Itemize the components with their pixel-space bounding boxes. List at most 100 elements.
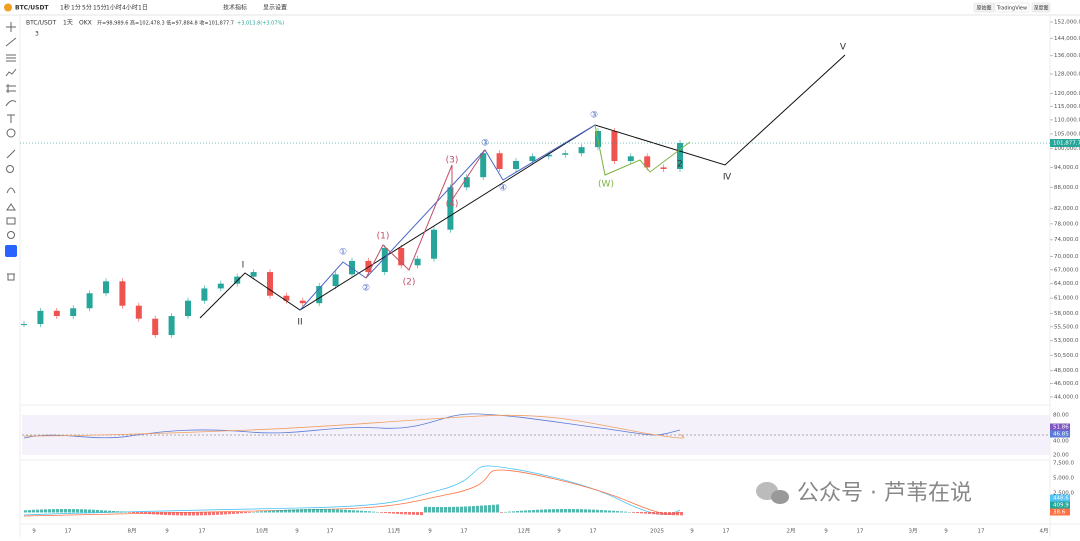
candle-body: [644, 156, 651, 168]
price-tick-label: 53,000.0: [1054, 338, 1079, 344]
time-tick-label: 3月: [909, 528, 918, 535]
view-label[interactable]: 深度图: [1033, 5, 1048, 12]
tool-cross[interactable]: [6, 22, 16, 32]
macd-bar: [572, 509, 575, 513]
price-tick-label: 136,000.0: [1054, 53, 1080, 59]
tool-pattern[interactable]: [5, 68, 17, 77]
price-tick-label: 44,000.0: [1054, 395, 1079, 401]
macd-bar: [636, 512, 639, 514]
macd-bar: [200, 512, 203, 516]
macd-bar: [644, 512, 647, 514]
macd-bar: [172, 512, 175, 516]
macd-bar: [528, 510, 531, 513]
candle-body: [578, 147, 585, 154]
candle-body: [562, 153, 569, 155]
macd-bar: [328, 509, 331, 513]
interval-button[interactable]: 1秒: [60, 4, 70, 12]
macd-bar: [84, 509, 87, 513]
tool-ruler[interactable]: [6, 149, 16, 159]
macd-bar: [436, 506, 439, 513]
candle-body: [398, 248, 405, 266]
macd-tick-label: 5,000.0: [1053, 476, 1074, 482]
macd-value-box: [1050, 494, 1070, 502]
tool-magnet[interactable]: [6, 187, 16, 194]
candle-body: [119, 281, 126, 306]
macd-bar: [604, 510, 607, 513]
view-label[interactable]: TradingView: [996, 6, 1027, 12]
macd-bar: [560, 509, 563, 513]
legend-change: +3,013.8(+3.07%): [237, 21, 284, 27]
macd-bar: [508, 511, 511, 513]
time-tick-label: 4月: [1040, 528, 1049, 535]
tool-delete[interactable]: [7, 273, 15, 281]
candle-body: [463, 177, 470, 188]
macd-bar: [584, 509, 587, 513]
candle-body: [21, 324, 27, 326]
macd-bar: [500, 512, 503, 513]
price-tick-label: 70,000.0: [1054, 254, 1079, 260]
tool-emoji[interactable]: [6, 128, 16, 138]
interval-button[interactable]: 1日: [138, 5, 148, 12]
macd-value-box: [1050, 508, 1070, 516]
macd-bar: [544, 509, 547, 513]
macd-bar: [248, 512, 251, 513]
macd-bar: [280, 510, 283, 513]
indicator-count[interactable]: 3: [35, 31, 39, 38]
macd-bar: [552, 509, 555, 513]
view-label[interactable]: 原始图: [976, 5, 991, 12]
candle-body: [365, 260, 372, 273]
drawing-tools: [5, 22, 17, 281]
view-button[interactable]: [994, 2, 1030, 13]
time-tick-label: 17: [590, 529, 597, 535]
indicators-button[interactable]: 技术指标: [223, 4, 247, 12]
view-button[interactable]: [973, 2, 995, 13]
tool-text[interactable]: [7, 114, 15, 123]
macd-bar: [268, 510, 271, 513]
macd-bar: [516, 511, 519, 513]
candle-body: [447, 187, 454, 230]
interval-button[interactable]: 1分: [71, 4, 81, 12]
candle-body: [480, 153, 487, 178]
time-tick-label: 9: [295, 529, 299, 535]
interval-button[interactable]: 15分: [93, 4, 107, 12]
time-tick-label: 17: [199, 529, 206, 535]
macd-bar: [304, 509, 307, 513]
macd-value-box: [1050, 501, 1070, 509]
macd-bar: [424, 506, 427, 513]
macd-bar: [448, 506, 451, 513]
macd-bar: [384, 512, 387, 514]
price-tick-label: 50,500.0: [1054, 353, 1079, 359]
view-button[interactable]: [1031, 2, 1051, 13]
macd-bar: [104, 510, 107, 513]
macd-histogram: [24, 504, 683, 516]
tool-measure[interactable]: [6, 84, 16, 93]
macd-bar: [532, 509, 535, 513]
interval-button[interactable]: 1小时: [106, 4, 122, 12]
interval-button[interactable]: 4小时: [122, 4, 138, 12]
legend-interval: 1天: [63, 20, 73, 27]
tool-visibility[interactable]: [7, 231, 15, 239]
settings-button[interactable]: 显示设置: [263, 4, 287, 12]
macd-bar: [668, 512, 671, 516]
interval-button[interactable]: 5分: [82, 4, 92, 12]
tool-active[interactable]: [5, 245, 17, 257]
macd-bar: [168, 512, 171, 516]
macd-bar: [580, 509, 583, 513]
watermark: 公众号 · 芦苇在说: [756, 481, 972, 506]
tool-line[interactable]: [5, 37, 17, 47]
candle-body: [135, 305, 142, 319]
candle-body: [53, 310, 60, 317]
macd-bar: [388, 512, 391, 514]
macd-bar: [548, 509, 551, 513]
tool-fib[interactable]: [6, 54, 16, 62]
symbol[interactable]: BTC/USDT: [15, 5, 49, 12]
watermark-text: 公众号 · 芦苇在说: [797, 481, 972, 506]
macd-bar: [60, 509, 63, 513]
tool-lock-draw[interactable]: [6, 203, 16, 211]
tool-zoom[interactable]: [6, 165, 14, 173]
tool-brush[interactable]: [5, 100, 17, 107]
tool-lock[interactable]: [6, 217, 16, 225]
price-tick-label: 110,000.0: [1054, 117, 1080, 123]
